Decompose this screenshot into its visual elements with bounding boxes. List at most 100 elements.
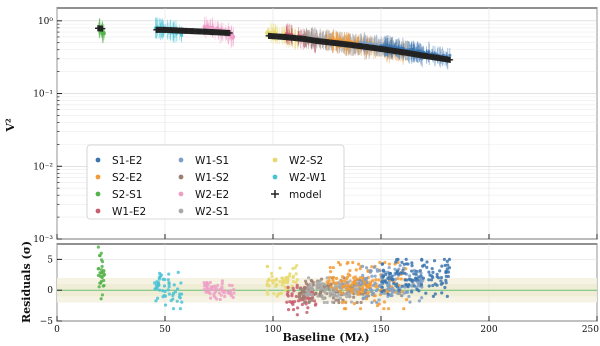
residual-point — [320, 294, 324, 298]
residual-point — [154, 283, 158, 287]
residual-point — [393, 277, 398, 282]
residual-point — [383, 260, 387, 265]
residual-point — [393, 267, 397, 271]
x-tick-label: 250 — [582, 325, 599, 335]
residual-point — [363, 289, 367, 293]
model-marker — [399, 49, 406, 56]
residual-point — [387, 262, 391, 266]
residual-point — [361, 264, 365, 268]
residual-point — [175, 299, 179, 303]
residual-point — [328, 294, 332, 298]
residual-point — [176, 287, 180, 291]
residual-point — [329, 285, 333, 289]
residual-point — [266, 283, 270, 287]
residual-point — [430, 266, 434, 271]
x-tick-label: 0 — [54, 325, 60, 335]
residual-point — [265, 279, 270, 283]
residual-point — [382, 307, 386, 311]
residual-point — [283, 285, 287, 289]
residual-point — [99, 258, 104, 262]
residual-point — [414, 276, 419, 281]
residual-point — [328, 290, 332, 295]
residual-point — [396, 272, 401, 276]
residual-point — [394, 260, 398, 264]
residual-point — [176, 270, 180, 275]
residual-point — [349, 300, 354, 304]
residuals-ylabel: Residuals (σ) — [20, 241, 33, 323]
residual-point — [374, 285, 378, 289]
residual-point — [431, 294, 435, 298]
residual-point — [348, 273, 352, 278]
residual-point — [291, 307, 296, 312]
residual-point — [375, 304, 380, 308]
residual-point — [178, 296, 182, 300]
x-axis-label: Baseline (Mλ) — [282, 331, 369, 344]
residual-point — [345, 290, 350, 295]
residual-point — [212, 291, 216, 296]
residual-point — [382, 291, 386, 295]
residual-point — [309, 296, 314, 300]
residual-point — [356, 290, 361, 294]
residual-point — [375, 267, 379, 272]
residual-point — [408, 278, 413, 282]
residual-point — [218, 287, 222, 291]
residual-point — [438, 269, 442, 273]
model-marker — [280, 33, 287, 40]
residual-point — [396, 291, 400, 296]
residual-point — [400, 260, 404, 264]
residual-point — [295, 263, 299, 268]
residual-point — [285, 300, 289, 304]
legend-frame — [86, 144, 345, 220]
residual-point — [432, 259, 437, 263]
residual-point — [294, 272, 298, 276]
residual-point — [283, 279, 287, 283]
residual-point — [223, 289, 227, 293]
residual-point — [310, 286, 314, 290]
residual-point — [210, 288, 214, 292]
residual-point — [285, 292, 289, 296]
x-tick-label: 100 — [264, 325, 281, 335]
residual-point — [349, 283, 353, 287]
residual-point — [398, 263, 402, 268]
residual-point — [446, 274, 450, 279]
residual-point — [341, 285, 345, 289]
residual-point — [431, 270, 435, 274]
residual-point — [166, 288, 170, 292]
residual-point — [417, 299, 421, 303]
residual-point — [365, 280, 369, 285]
legend-label: S2-S1 — [112, 189, 142, 201]
residual-point — [439, 279, 443, 283]
residual-point — [399, 277, 403, 281]
residual-point — [341, 298, 345, 302]
residual-point — [305, 288, 309, 292]
residual-point — [294, 280, 298, 284]
residual-point — [306, 285, 311, 289]
model-marker — [313, 37, 320, 44]
residual-point — [314, 302, 318, 306]
residual-point — [344, 283, 349, 288]
residuals-data-points — [96, 245, 452, 317]
vis2-point — [215, 26, 219, 30]
residual-point — [291, 302, 295, 307]
residual-point — [356, 262, 361, 266]
residual-point — [290, 292, 294, 296]
residual-point — [157, 288, 162, 292]
vis2-x-ticks — [56, 234, 598, 239]
residual-point — [152, 281, 157, 285]
residual-point — [370, 274, 374, 278]
residual-point — [420, 296, 424, 300]
residual-point — [291, 275, 295, 280]
residual-point — [404, 297, 409, 302]
residual-point — [100, 293, 105, 297]
residual-point — [328, 265, 332, 270]
residual-point — [360, 287, 364, 291]
residual-point — [163, 289, 167, 294]
residual-point — [338, 296, 342, 300]
residual-point — [370, 300, 374, 305]
model-marker — [434, 54, 441, 61]
residual-point — [295, 313, 299, 317]
residual-point — [159, 274, 163, 278]
residual-point — [359, 300, 363, 305]
model-marker — [226, 29, 233, 36]
legend-label: W2-E2 — [195, 189, 229, 201]
